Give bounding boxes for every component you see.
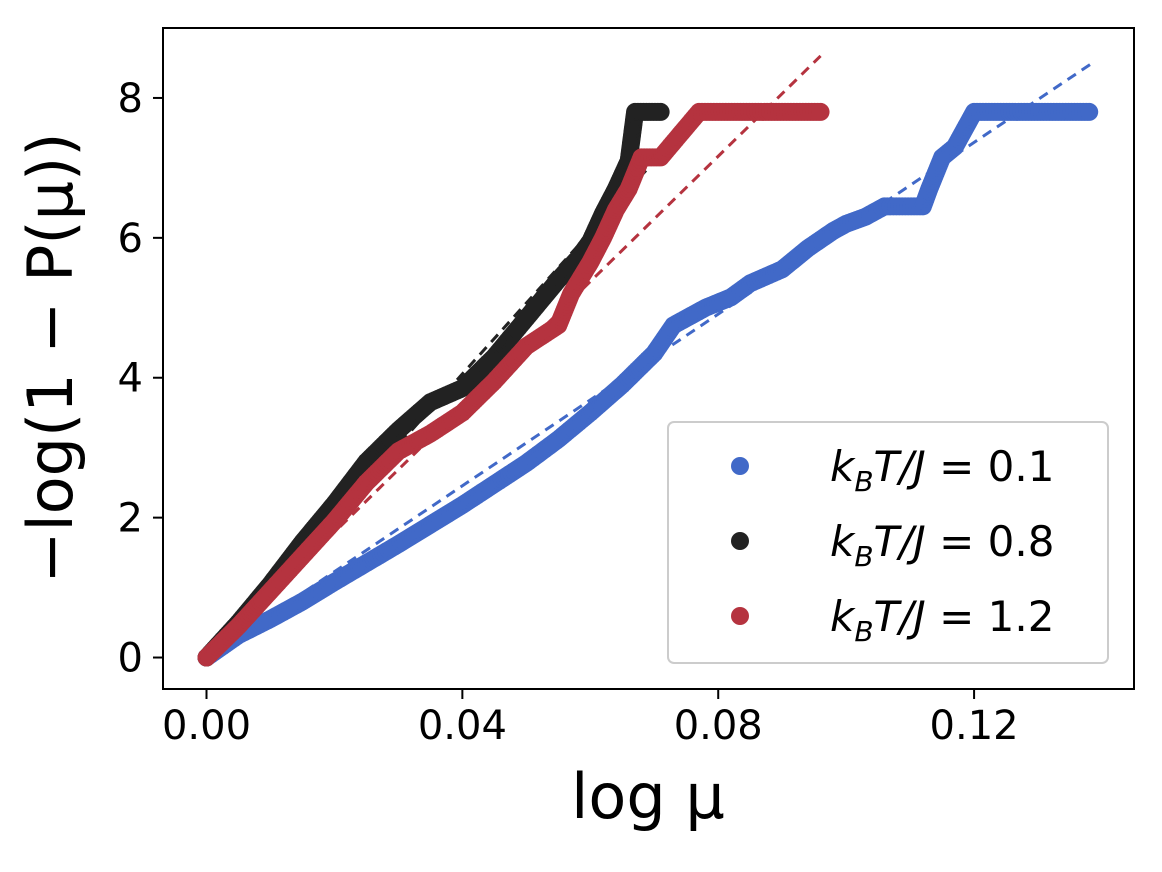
x-tick-label-1: 0.04 (418, 703, 507, 749)
y-tick-label-1: 2 (118, 496, 143, 542)
x-axis-label: log μ (571, 760, 725, 833)
legend-label-0: kBT/J = 0.1 (830, 442, 1054, 498)
legend-label-1: kBT/J = 0.8 (830, 517, 1054, 573)
plot-area (162, 27, 1135, 690)
y-tick-label-0: 0 (118, 636, 143, 682)
y-tick-label-4: 8 (118, 76, 143, 122)
series-2 (197, 102, 830, 667)
x-tick-label-2: 0.08 (674, 703, 763, 749)
series-0-point (1080, 102, 1099, 121)
y-axis-ticks: 0 2 4 6 8 (118, 76, 163, 682)
y-tick-label-3: 6 (118, 216, 143, 262)
legend: kBT/J = 0.1 kBT/J = 0.8 kBT/J = 1.2 (667, 421, 1109, 664)
legend-marker-1 (731, 532, 749, 550)
legend-label-2: kBT/J = 1.2 (830, 592, 1054, 648)
legend-marker-2 (731, 607, 749, 625)
x-tick-label-0: 0.00 (162, 703, 251, 749)
y-tick-label-2: 4 (118, 356, 143, 402)
legend-entry-1: kBT/J = 0.8 (731, 517, 1054, 573)
x-tick-label-3: 0.12 (930, 703, 1019, 749)
legend-entry-2: kBT/J = 1.2 (731, 592, 1054, 648)
series-1-point (651, 102, 670, 121)
legend-marker-0 (731, 457, 749, 475)
series-0 (197, 102, 1099, 667)
y-axis-label: −log(1 − P(μ)) (14, 133, 87, 584)
legend-entry-0: kBT/J = 0.1 (731, 442, 1054, 498)
series-2-point (811, 102, 830, 121)
x-axis-ticks: 0.00 0.04 0.08 0.12 (162, 689, 1019, 749)
scatter-points (197, 102, 1099, 667)
legend-box (667, 421, 1109, 664)
